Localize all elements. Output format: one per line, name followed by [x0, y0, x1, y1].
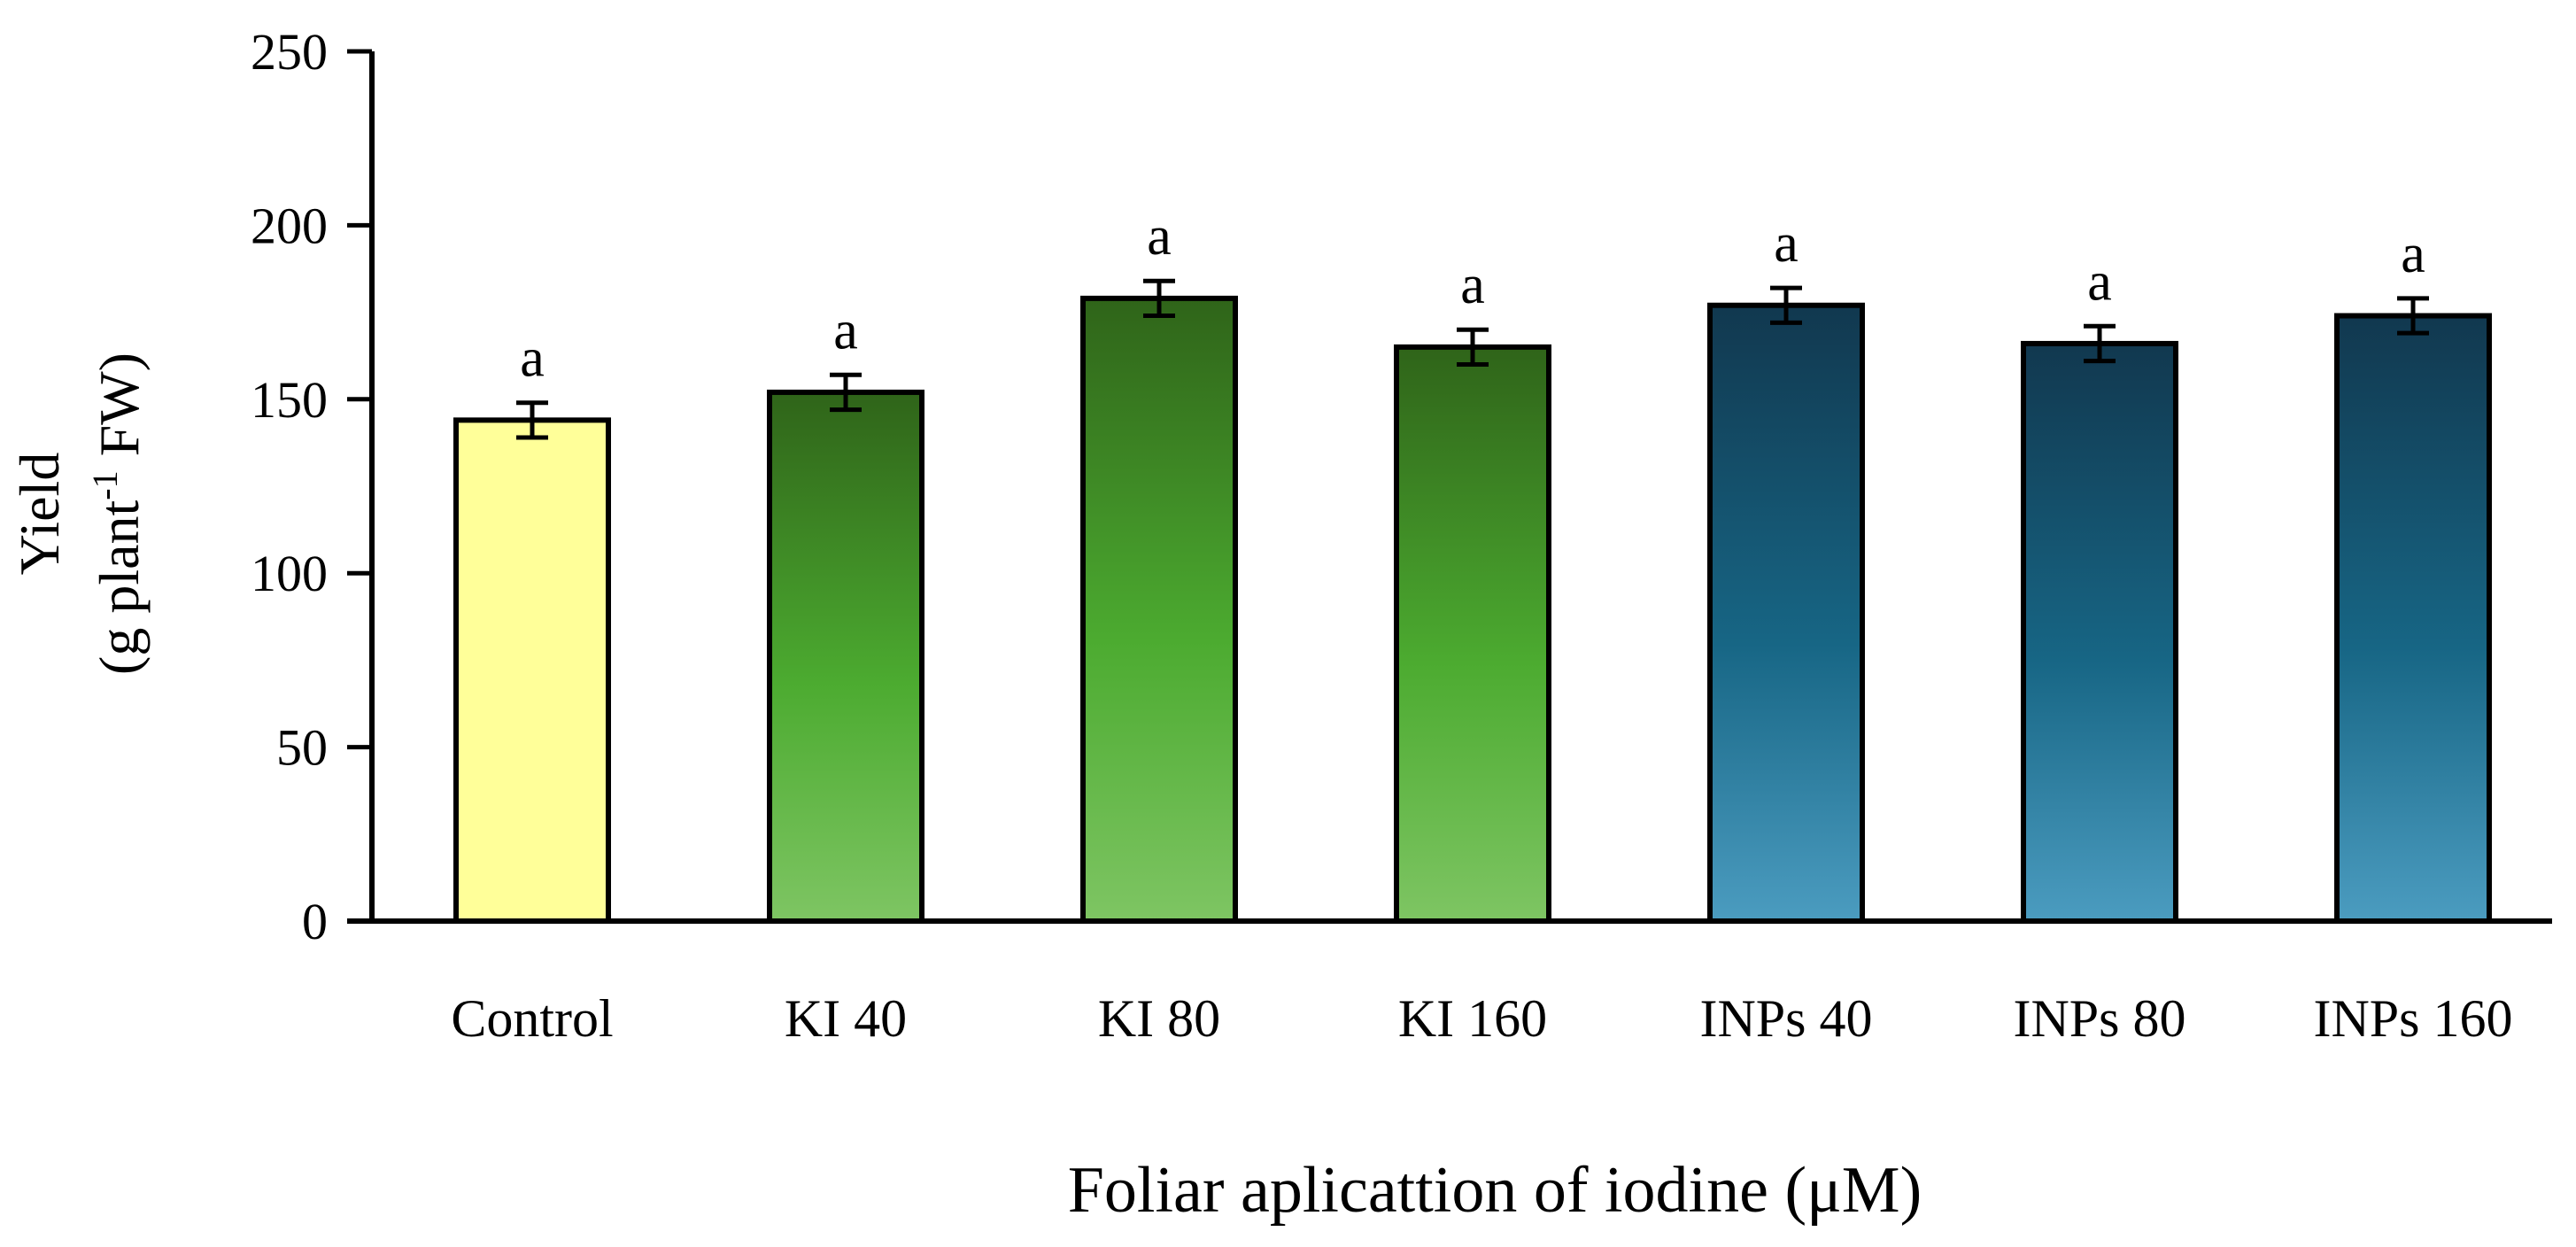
- significance-labels: a a a a a a a: [520, 206, 2425, 388]
- y-tick-label: 50: [276, 719, 328, 777]
- error-bar: [2084, 323, 2116, 364]
- significance-letter: a: [2401, 224, 2425, 284]
- x-category-label: INPs 160: [2313, 989, 2512, 1048]
- x-axis-category-labels: Control KI 40 KI 80 KI 160 INPs 40 INPs 80 INP…: [451, 989, 2512, 1048]
- bar-inps-80: [2021, 340, 2178, 924]
- bar-control: [453, 417, 611, 925]
- error-bar: [1143, 278, 1175, 319]
- x-category-label: INPs 80: [2013, 989, 2185, 1048]
- x-category-label: KI 160: [1398, 989, 1547, 1048]
- bar-ki-160: [1394, 344, 1551, 924]
- bar-inps-40: [1707, 302, 1865, 924]
- y-axis-title-line2: (g plant-1 FW): [85, 352, 151, 675]
- error-bars: [516, 278, 2429, 440]
- bar-ki-40: [767, 389, 924, 925]
- x-category-label: KI 40: [785, 989, 907, 1048]
- error-bar: [830, 372, 862, 413]
- significance-letter: a: [2087, 252, 2112, 312]
- y-tick-label: 150: [251, 371, 328, 429]
- significance-letter: a: [520, 329, 545, 389]
- y-axis-title-superscript: -1: [85, 470, 125, 500]
- x-category-label: Control: [451, 989, 613, 1048]
- bars: [453, 295, 2492, 925]
- bar-ki-80: [1080, 295, 1238, 924]
- y-tick-label: 250: [251, 23, 328, 81]
- y-axis-title-suffix: FW): [88, 352, 151, 470]
- y-tick-label: 100: [251, 545, 328, 602]
- significance-letter: a: [833, 300, 858, 360]
- error-bar: [2397, 296, 2429, 336]
- y-axis-ticks: 0 50 100 150 200 250: [251, 23, 372, 950]
- error-bar: [516, 400, 548, 440]
- error-bar: [1457, 327, 1489, 368]
- bar-inps-160: [2334, 313, 2492, 924]
- y-tick-label: 0: [302, 893, 328, 950]
- y-axis-title-prefix: (g plant: [88, 500, 151, 675]
- significance-letter: a: [1147, 206, 1172, 267]
- x-category-label: KI 80: [1098, 989, 1220, 1048]
- x-axis-title: Foliar aplicattion of iodine (μM): [1068, 1154, 1922, 1227]
- x-category-label: INPs 40: [1699, 989, 1872, 1048]
- significance-letter: a: [1774, 213, 1799, 274]
- error-bar: [1770, 285, 1802, 325]
- significance-letter: a: [1460, 255, 1485, 315]
- y-tick-label: 200: [251, 197, 328, 254]
- y-axis-title-line1: Yield: [8, 453, 71, 576]
